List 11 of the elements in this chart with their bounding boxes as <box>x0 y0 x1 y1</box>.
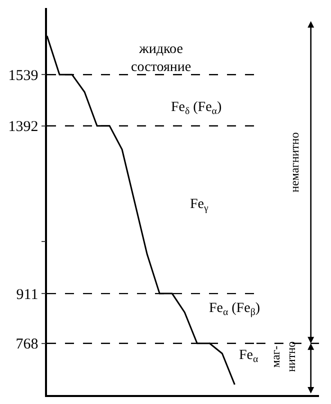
y-tick-label: 768 <box>16 336 38 353</box>
annotation: Fe$_{α}$ <box>239 348 258 365</box>
y-tick-label: 911 <box>16 286 38 303</box>
annotation: Fe$_{α}$ (Fe$_{β}$) <box>209 301 260 318</box>
annotation: Fe$_{δ}$ (Fe$_{α}$) <box>171 100 222 117</box>
annotation: жидкое состояние <box>131 42 192 76</box>
y-tick-label: 1539 <box>8 68 38 84</box>
y-tick-label: 1392 <box>8 119 38 136</box>
text: немагнитно <box>288 132 302 192</box>
text: маг- нитно <box>268 341 298 372</box>
annotation: Fe$_{γ}$ <box>190 197 209 214</box>
